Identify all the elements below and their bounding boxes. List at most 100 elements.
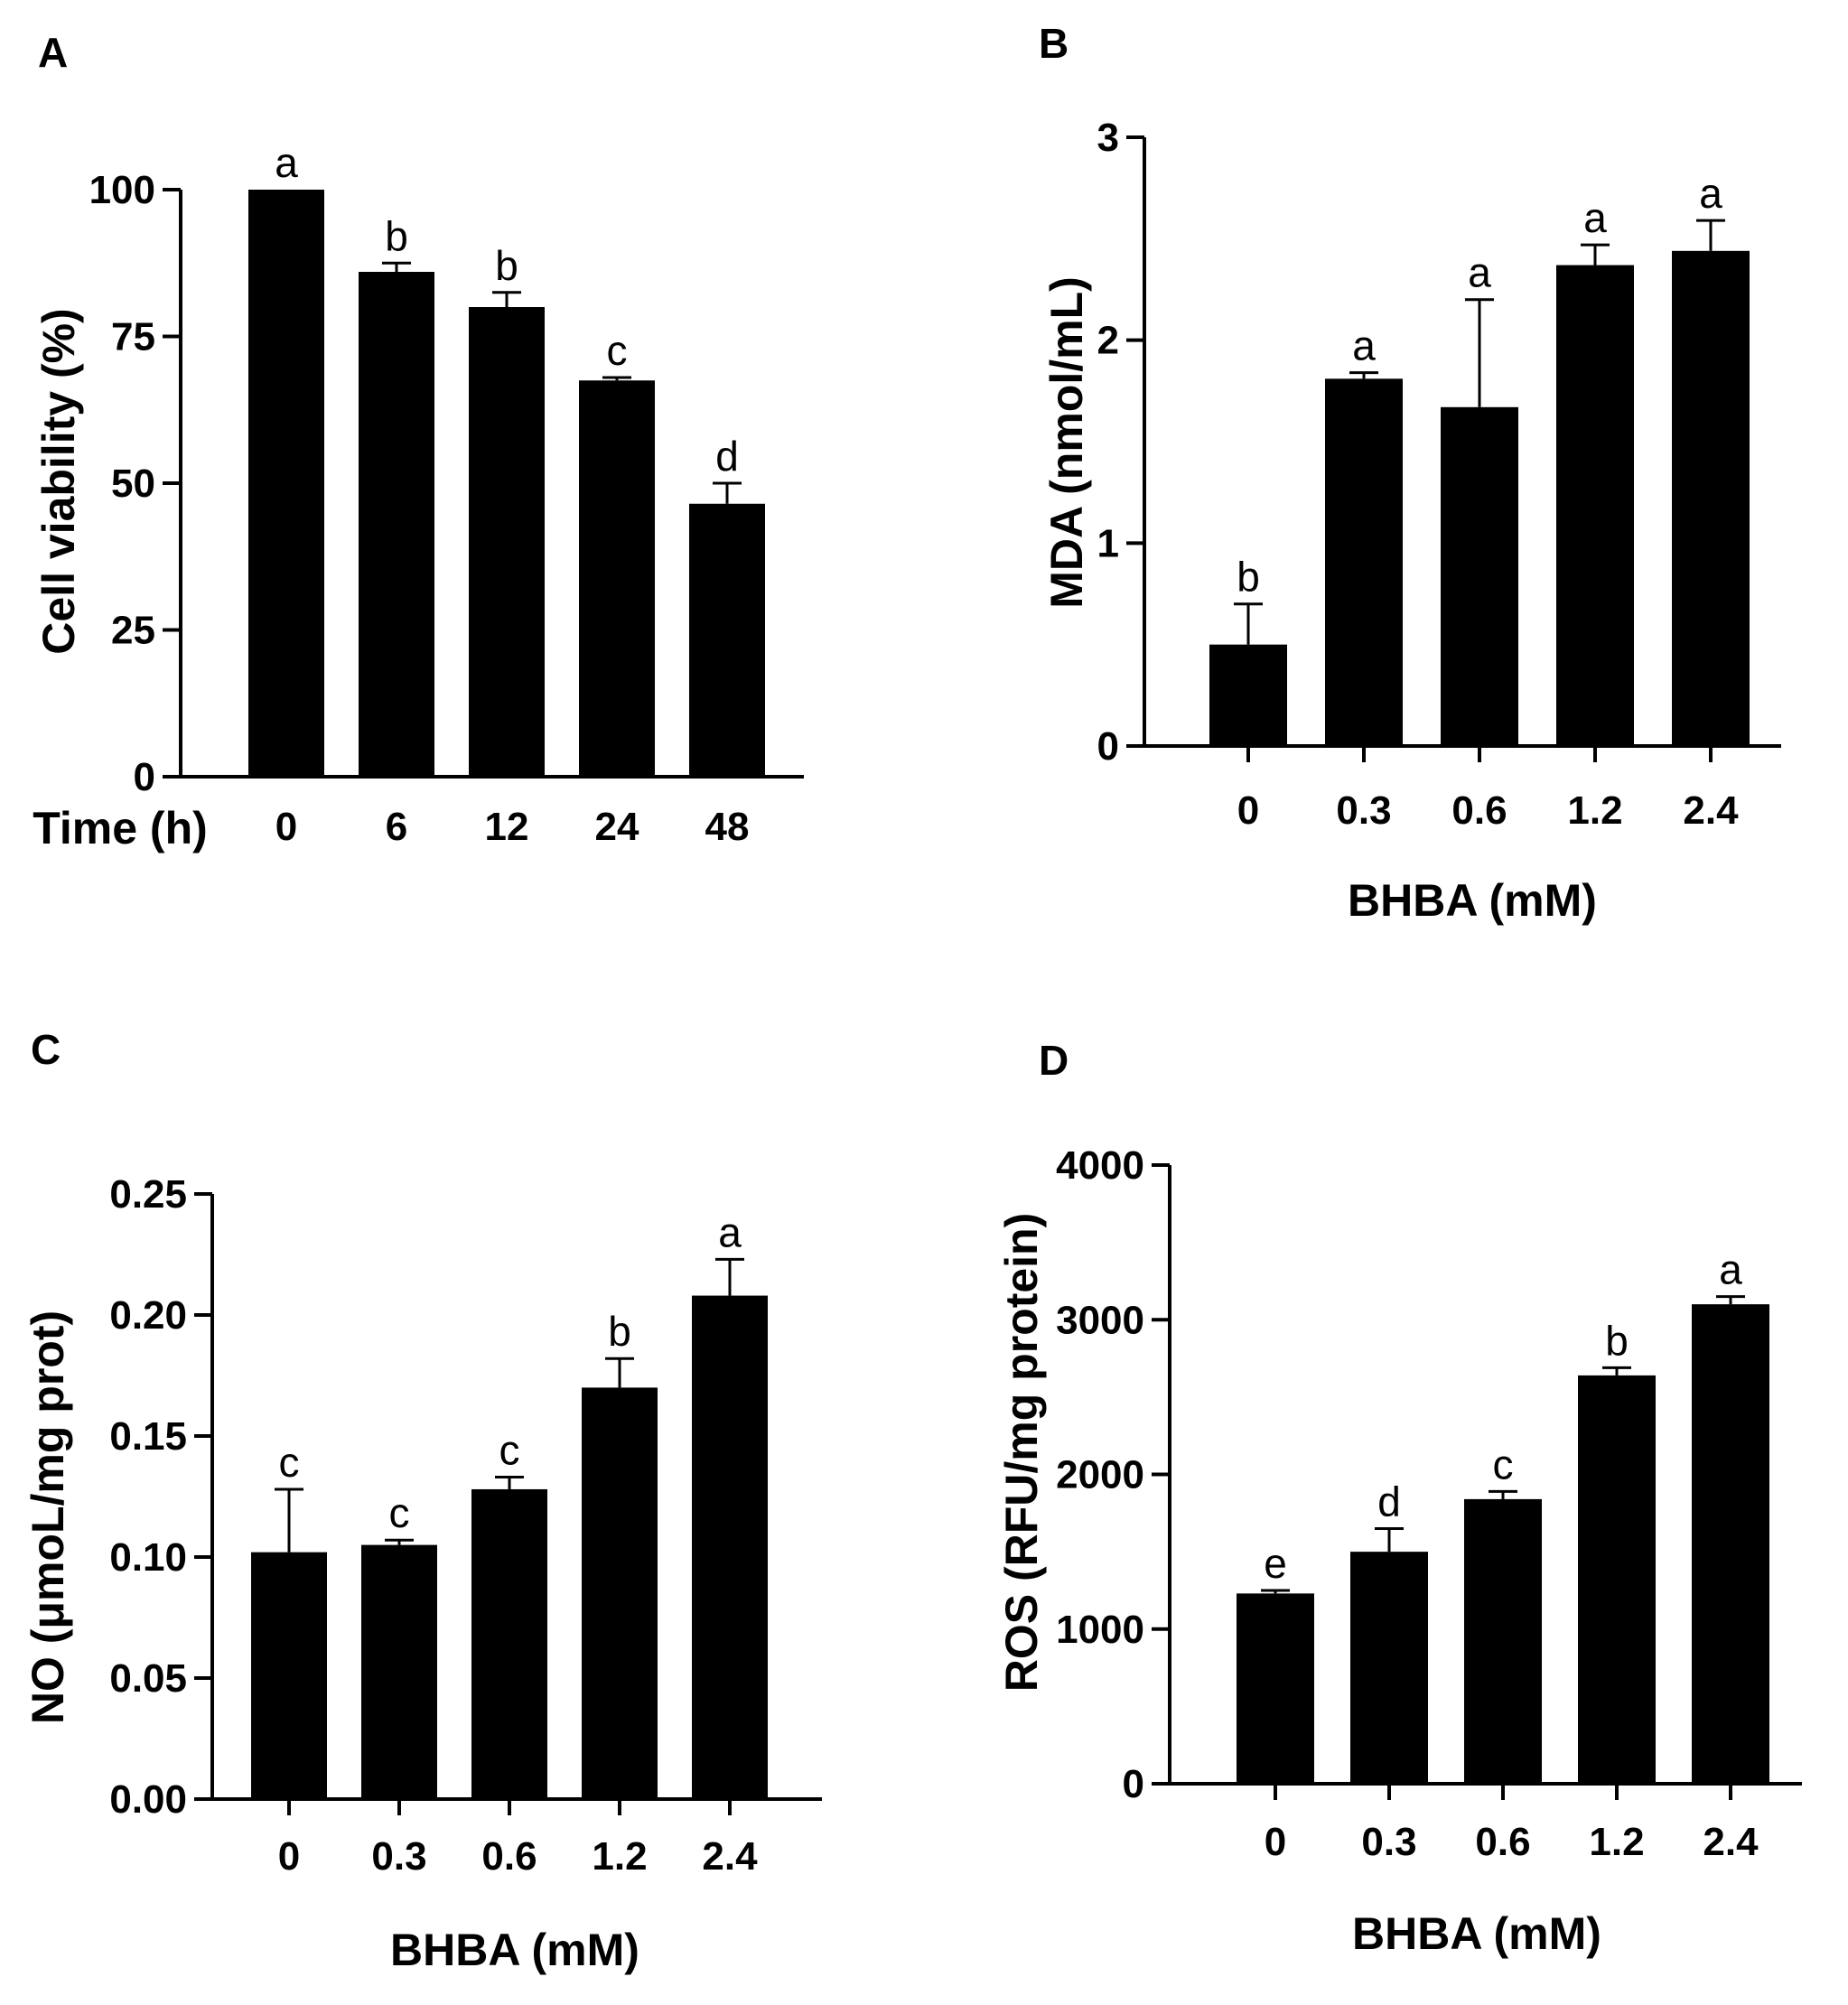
significance-letter: a (1468, 249, 1491, 296)
significance-letter: a (1583, 194, 1607, 241)
x-tick-label: 2.4 (1703, 1820, 1759, 1864)
x-tick-label: 24 (595, 805, 639, 849)
panel-letter-d: D (1039, 1037, 1069, 1084)
x-axis-title: BHBA (mM) (390, 1925, 639, 1975)
bar (1556, 265, 1634, 746)
x-tick-label: 2.4 (1683, 788, 1739, 833)
bar (251, 1552, 327, 1799)
x-tick-label: 0.6 (1451, 788, 1507, 833)
x-tick-label: 0.3 (1361, 1820, 1416, 1864)
x-tick-label: 0 (1265, 1820, 1286, 1864)
bar (1209, 644, 1287, 746)
bar (1441, 406, 1518, 746)
x-tick-label: 0 (1237, 788, 1259, 833)
y-axis-title: Cell viability (%) (33, 308, 84, 654)
bar (1672, 250, 1750, 746)
y-tick-label: 3000 (1056, 1298, 1144, 1342)
bar (1325, 378, 1403, 746)
bars: c c c b a (251, 1208, 768, 1799)
axes (179, 190, 804, 779)
y-tick-label: 0 (1097, 724, 1119, 769)
y-tick-label: 0.00 (109, 1777, 187, 1822)
x-tick-label: 1.2 (1567, 788, 1622, 833)
bar (248, 190, 324, 777)
bar (471, 1488, 547, 1799)
significance-letter: b (495, 242, 518, 289)
x-tick-label: 0 (275, 805, 297, 849)
bars: e d c b a (1237, 1246, 1769, 1784)
significance-letter: b (1237, 554, 1260, 601)
panel-b: B 0 1 2 3 b a a a a 0 0.3 0.6 1.2 2.4 MDA (nmol/mL)… (1039, 20, 1781, 926)
significance-letter: b (385, 212, 408, 259)
y-tick-label: 0 (134, 755, 155, 799)
panel-letter-a: A (38, 29, 68, 76)
bar (469, 307, 545, 777)
y-axis-title: ROS (RFU/mg protein) (996, 1213, 1047, 1693)
x-axis-ticks: 0 6 12 24 48 (275, 805, 750, 849)
x-tick-label: 0 (278, 1834, 300, 1879)
significance-letter: a (1352, 322, 1376, 369)
y-tick-label: 0.15 (109, 1414, 187, 1459)
y-tick-label: 0.20 (109, 1293, 187, 1338)
x-axis-ticks: 0 0.3 0.6 1.2 2.4 (1237, 746, 1739, 833)
bar (579, 380, 655, 777)
y-axis-title: NO (μmoL/mg prot) (23, 1310, 73, 1724)
bar (1350, 1552, 1428, 1784)
x-tick-label: 48 (705, 805, 750, 849)
x-tick-label: 0.6 (481, 1834, 537, 1879)
bar (582, 1387, 658, 1799)
bar (1692, 1304, 1769, 1784)
y-axis-ticks: 0.00 0.05 0.10 0.15 0.20 0.25 (109, 1172, 212, 1822)
y-tick-label: 1 (1097, 521, 1119, 565)
significance-letter: c (389, 1489, 410, 1536)
panel-letter-c: C (31, 1026, 61, 1073)
y-tick-label: 50 (111, 462, 155, 506)
y-tick-label: 75 (111, 315, 155, 359)
panel-a: A 0 25 50 75 100 a b b c d 0 6 12 24 48 Cell viabili… (33, 29, 804, 853)
y-axis-ticks: 0 1 2 3 (1097, 116, 1144, 769)
significance-letter: a (1699, 170, 1722, 217)
bar (689, 503, 765, 777)
panel-letter-b: B (1039, 20, 1069, 67)
axes (1168, 1165, 1802, 1786)
bar (359, 272, 434, 777)
significance-letter: a (718, 1208, 742, 1255)
significance-letter: c (499, 1427, 520, 1474)
x-tick-label: 12 (485, 805, 529, 849)
bar (1237, 1593, 1314, 1784)
x-tick-label: 1.2 (1589, 1820, 1644, 1864)
y-axis-ticks: 0 25 50 75 100 (89, 168, 181, 799)
y-tick-label: 25 (111, 609, 155, 653)
significance-letter: d (1377, 1478, 1401, 1525)
y-tick-label: 1000 (1056, 1608, 1144, 1652)
significance-letter: c (1493, 1441, 1514, 1487)
panel-c: C 0.00 0.05 0.10 0.15 0.20 0.25 c c c b a 0 0.3 0.6… (23, 1026, 822, 1975)
x-axis-title: BHBA (mM) (1348, 875, 1597, 926)
y-tick-label: 2 (1097, 319, 1119, 363)
y-axis-title: MDA (nmol/mL) (1041, 276, 1092, 609)
y-tick-label: 0.25 (109, 1172, 187, 1217)
x-axis-title: Time (h) (33, 803, 208, 853)
y-tick-label: 3 (1097, 116, 1119, 160)
x-tick-label: 0.6 (1475, 1820, 1530, 1864)
x-tick-label: 0.3 (371, 1834, 426, 1879)
bars: a b b c d (248, 139, 765, 777)
y-tick-label: 4000 (1056, 1143, 1144, 1188)
y-tick-label: 0 (1123, 1762, 1144, 1806)
x-tick-label: 0.3 (1336, 788, 1391, 833)
significance-letter: a (275, 139, 298, 186)
y-tick-label: 0.10 (109, 1535, 187, 1580)
x-axis-ticks: 0 0.3 0.6 1.2 2.4 (278, 1799, 758, 1879)
x-tick-label: 2.4 (702, 1834, 758, 1879)
y-tick-label: 0.05 (109, 1656, 187, 1701)
x-tick-label: 1.2 (592, 1834, 647, 1879)
x-axis-title: BHBA (mM) (1352, 1908, 1601, 1959)
significance-letter: b (608, 1308, 631, 1355)
significance-letter: c (279, 1439, 300, 1486)
bar (361, 1544, 437, 1799)
axes (1143, 137, 1781, 748)
y-axis-ticks: 0 1000 2000 3000 4000 (1056, 1143, 1170, 1806)
y-tick-label: 100 (89, 168, 155, 212)
significance-letter: a (1719, 1246, 1742, 1293)
